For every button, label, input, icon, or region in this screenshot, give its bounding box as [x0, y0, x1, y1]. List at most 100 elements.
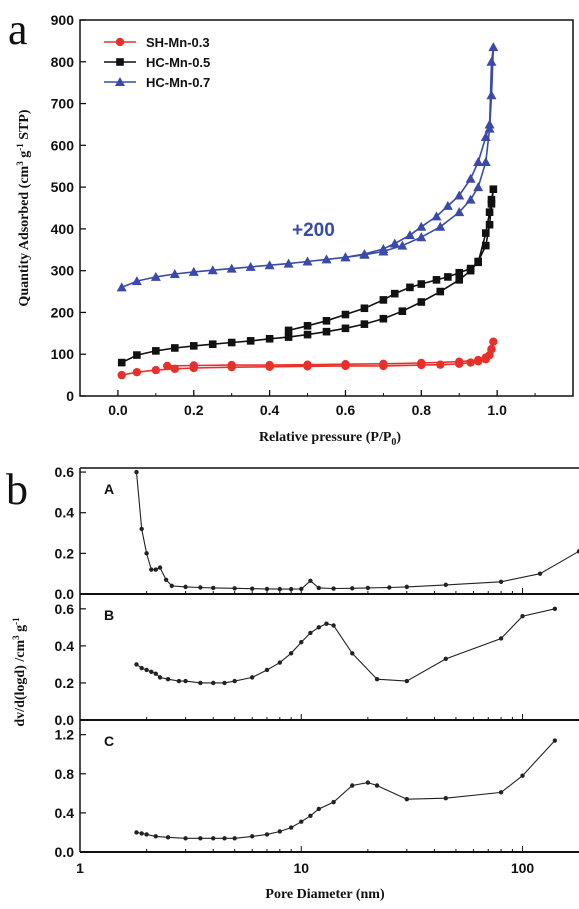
data-point-HC-Mn-0.7 — [340, 252, 351, 262]
data-point-HC-Mn-0.7 — [488, 42, 499, 52]
data-point-HC-Mn-0.5 — [432, 276, 441, 284]
data-point-A — [498, 579, 504, 585]
data-point-A — [144, 551, 149, 556]
subplot-label-A: A — [104, 481, 114, 497]
data-point-A — [163, 577, 169, 582]
data-point-SH-Mn-0.3 — [417, 358, 426, 368]
data-point-B — [183, 678, 188, 684]
y-tick-label-a: 700 — [51, 96, 75, 112]
data-point-HC-Mn-0.5 — [284, 326, 293, 335]
data-point-A — [198, 585, 203, 590]
data-point-HC-Mn-0.7 — [264, 260, 275, 270]
data-point-HC-Mn-0.7 — [473, 157, 484, 167]
data-point-HC-Mn-0.5 — [341, 324, 350, 333]
y-tick-label-b: 0.0 — [55, 712, 75, 728]
data-point-C — [165, 835, 171, 840]
y-tick-label-a: 600 — [51, 137, 75, 153]
legend-label-HC-Mn-0.7: HC-Mn-0.7 — [146, 75, 210, 90]
data-point-SH-Mn-0.3 — [163, 361, 172, 371]
data-point-HC-Mn-0.5 — [265, 334, 274, 343]
data-point-HC-Mn-0.7 — [207, 265, 218, 275]
series-line-A — [135, 472, 579, 590]
data-point-HC-Mn-0.5 — [436, 287, 445, 296]
panel-letter-a: a — [8, 5, 28, 54]
x-tick-label-a: 0.4 — [260, 402, 280, 418]
panel-letter-b: b — [6, 465, 28, 514]
data-point-HC-Mn-0.5 — [379, 296, 388, 304]
data-point-HC-Mn-0.7 — [435, 221, 446, 231]
data-point-HC-Mn-0.7 — [150, 271, 161, 281]
data-point-HC-Mn-0.7 — [226, 263, 237, 273]
data-point-HC-Mn-0.5 — [360, 304, 369, 313]
data-point-HC-Mn-0.5 — [246, 337, 255, 345]
subplot-C: 0.0 0.4 0.8 1.2 C — [55, 720, 579, 860]
data-point-B — [308, 630, 313, 636]
data-point-B — [316, 625, 321, 630]
data-point-HC-Mn-0.5 — [341, 310, 350, 319]
data-point-C — [288, 825, 294, 830]
data-point-B — [324, 621, 329, 626]
data-point-HC-Mn-0.7 — [480, 157, 491, 167]
data-point-SH-Mn-0.3 — [466, 358, 475, 367]
x-tick-labels-b: 1 10 100 — [76, 860, 534, 876]
data-point-A — [211, 585, 216, 591]
series-group-a — [116, 42, 499, 380]
legend-label-SH-Mn-0.3: SH-Mn-0.3 — [146, 35, 210, 50]
data-point-B — [165, 677, 171, 682]
data-point-HC-Mn-0.7 — [454, 190, 465, 200]
data-point-HC-Mn-0.7 — [454, 207, 465, 217]
data-point-SH-Mn-0.3 — [265, 360, 274, 370]
data-point-HC-Mn-0.7 — [283, 258, 294, 268]
y-tick-label-b: 0.2 — [55, 675, 75, 691]
data-point-SH-Mn-0.3 — [341, 360, 350, 369]
data-point-C — [222, 836, 227, 841]
x-axis-label-a: Relative pressure (P/P0) — [259, 430, 401, 448]
data-point-HC-Mn-0.7 — [416, 221, 427, 231]
data-point-HC-Mn-0.7 — [169, 269, 180, 279]
data-point-HC-Mn-0.7 — [431, 211, 442, 221]
data-point-SH-Mn-0.3 — [227, 360, 236, 370]
data-point-C — [249, 834, 255, 839]
data-point-SH-Mn-0.3 — [473, 355, 483, 365]
data-point-SH-Mn-0.3 — [481, 353, 490, 362]
y-tick-label-a: 100 — [51, 346, 75, 362]
data-point-HC-Mn-0.5 — [489, 185, 498, 193]
data-point-A — [316, 585, 321, 591]
y-tick-label-b: 0.4 — [55, 638, 75, 654]
data-point-HC-Mn-0.5 — [171, 344, 179, 352]
data-point-B — [277, 660, 283, 665]
series-line-C — [136, 740, 556, 839]
data-point-C — [264, 832, 270, 837]
data-point-B — [374, 677, 380, 682]
subplot-label-B: B — [104, 607, 114, 623]
data-point-HC-Mn-0.7 — [486, 90, 497, 100]
data-point-B — [176, 678, 182, 684]
x-tick-label-b: 100 — [511, 860, 535, 876]
data-point-HC-Mn-0.5 — [322, 317, 331, 325]
y-tick-label-b: 0.0 — [55, 586, 75, 602]
x-axis-label-b: Pore Diameter (nm) — [265, 887, 385, 902]
data-point-B — [331, 623, 336, 628]
data-point-HC-Mn-0.5 — [189, 342, 198, 350]
data-point-A — [299, 586, 304, 592]
data-point-HC-Mn-0.7 — [389, 238, 400, 248]
y-tick-label-b: 0.6 — [55, 601, 75, 617]
y-tick-label-b: 1.2 — [55, 727, 75, 743]
data-point-HC-Mn-0.5 — [284, 333, 293, 341]
data-point-B — [134, 662, 139, 667]
x-tick-label-a: 0.2 — [184, 402, 204, 418]
data-point-C — [198, 836, 203, 841]
axis-ticks-a: 0.0 0.2 0.4 0.6 0.8 1.0 0 100 200 300 400 500 600 700… — [51, 12, 536, 418]
data-point-HC-Mn-0.5 — [417, 298, 426, 306]
x-tick-label-a: 0.6 — [336, 402, 356, 418]
y-tick-label-b: 0.0 — [55, 844, 75, 860]
data-point-SH-Mn-0.3 — [455, 357, 464, 366]
data-point-HC-Mn-0.5 — [227, 338, 236, 347]
subplot-B: 0.0 0.2 0.4 0.6 B — [55, 594, 579, 728]
data-point-HC-Mn-0.5 — [474, 258, 482, 267]
data-point-C — [299, 819, 304, 824]
x-tick-label-a: 0.0 — [108, 402, 128, 418]
data-point-HC-Mn-0.7 — [442, 200, 453, 210]
data-point-HC-Mn-0.5 — [406, 283, 414, 292]
data-point-HC-Mn-0.7 — [116, 282, 127, 292]
